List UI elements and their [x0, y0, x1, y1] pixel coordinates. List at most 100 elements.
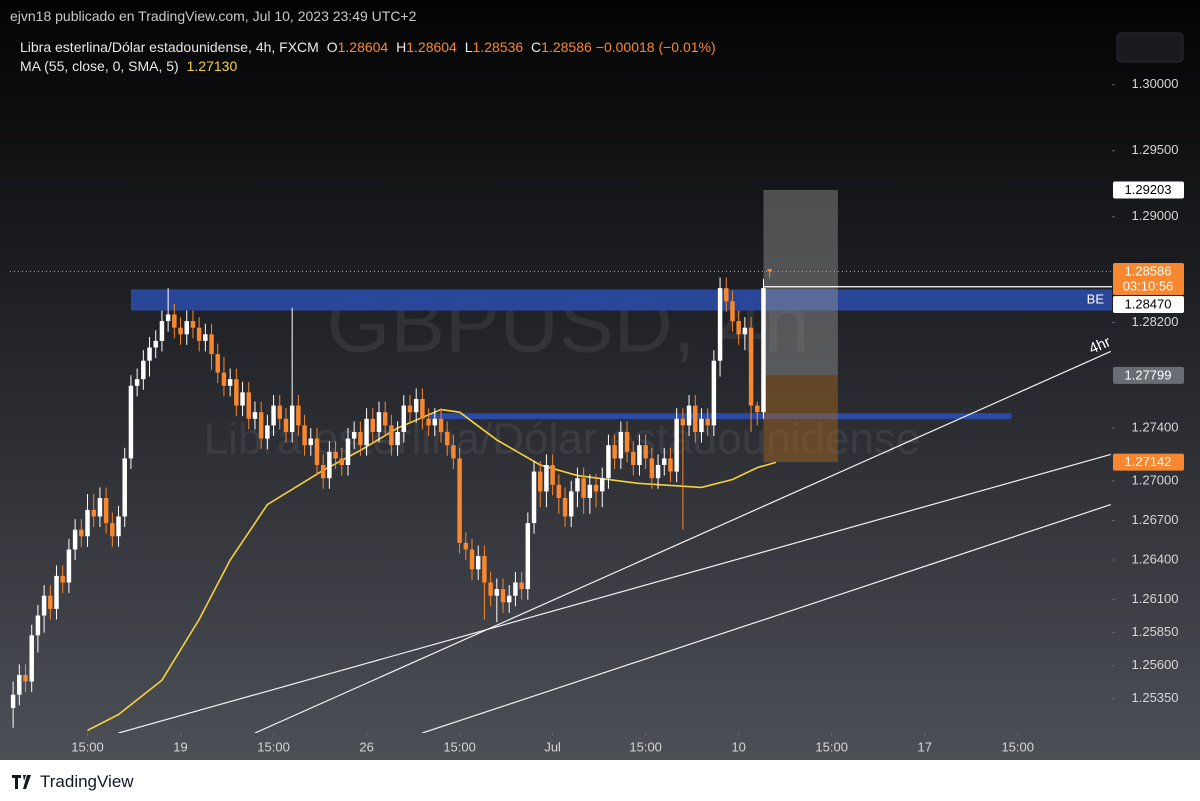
y-tick-label: 1.29000: [1132, 208, 1179, 223]
candle-body: [748, 327, 754, 406]
price-badge: [1113, 366, 1184, 384]
candle-body: [736, 321, 741, 335]
x-tick-label: 17: [917, 739, 931, 754]
candle-body: [550, 464, 555, 485]
y-tick-label: 1.28200: [1132, 314, 1179, 329]
candle-body: [537, 471, 543, 492]
candle-body: [469, 549, 475, 570]
candle-body: [128, 385, 134, 459]
candle-body: [581, 478, 586, 498]
candle-body: [85, 509, 90, 537]
y-tick-label: 1.27400: [1132, 419, 1179, 434]
legend-key: C: [531, 39, 542, 55]
candle-body: [562, 498, 568, 517]
x-tick-label: 15:00: [71, 739, 104, 754]
x-tick-label: Jul: [544, 739, 561, 754]
candle-body: [91, 509, 96, 517]
y-tick-label: 1.27000: [1132, 472, 1179, 487]
countdown: 03:10:56: [1123, 278, 1174, 293]
candle-body: [320, 464, 326, 479]
candle-body: [593, 484, 599, 492]
candle-body: [364, 418, 369, 446]
candle-body: [271, 405, 276, 426]
candle-body: [618, 431, 624, 459]
position-target: [763, 189, 838, 376]
candle-body: [29, 635, 34, 682]
candle-body: [742, 327, 748, 335]
candle-body: [587, 484, 593, 498]
candle-body: [48, 595, 53, 609]
candle-body: [196, 327, 202, 341]
candle-body: [600, 478, 605, 492]
candle-body: [624, 431, 630, 452]
candle-body: [631, 451, 636, 465]
candle-body: [674, 418, 679, 472]
header: ejvn18 publicado en TradingView.com, Jul…: [10, 8, 417, 24]
candle-body: [451, 445, 456, 459]
candle-body: [761, 288, 766, 413]
candle-body: [10, 694, 16, 708]
candle-body: [308, 438, 314, 446]
candle-body: [209, 334, 214, 355]
y-tick-label: 1.25850: [1132, 624, 1179, 639]
candle-body: [246, 392, 251, 419]
candle-body: [66, 549, 72, 583]
candle-body: [23, 674, 28, 682]
candle-body: [724, 288, 729, 302]
candle-body: [680, 418, 686, 426]
candle-body: [110, 523, 115, 537]
candle-body: [376, 412, 382, 432]
candle-body: [463, 542, 469, 550]
candle-body: [662, 458, 667, 465]
legend-value: 1.28586: [541, 39, 592, 55]
candle-body: [407, 405, 413, 413]
candle-body: [730, 301, 735, 322]
candle-body: [686, 405, 692, 426]
candle-body: [215, 354, 220, 373]
candle-body: [643, 445, 648, 459]
candle-body: [755, 405, 760, 413]
candle-body: [432, 418, 438, 426]
x-tick-label: 15:00: [1001, 739, 1034, 754]
legend: Libra esterlina/Dólar estadounidense, 4h…: [20, 38, 720, 76]
price-badge: [1113, 262, 1184, 295]
y-tick-label: 1.26100: [1132, 591, 1179, 606]
candle-body: [531, 471, 537, 524]
position-stop: [763, 375, 838, 463]
chart-stage: GBPUSD, 4h Libra esterlina/Dólar estadoun…: [0, 0, 1200, 760]
candle-body: [289, 405, 295, 432]
candle-body: [494, 589, 500, 596]
candle-body: [165, 314, 171, 322]
y-tick-label: 1.30000: [1132, 76, 1179, 91]
x-tick-label: 15:00: [629, 739, 662, 754]
candle-body: [54, 575, 59, 609]
candle-body: [141, 360, 146, 380]
candle-body: [500, 589, 506, 603]
candle-body: [655, 464, 661, 479]
candle-body: [705, 418, 710, 426]
candle-body: [370, 418, 376, 432]
y-tick-label: 1.25350: [1132, 690, 1179, 705]
price-badge-label: 1.27142: [1125, 454, 1172, 469]
ma-legend: MA (55, close, 0, SMA, 5) 1.27130: [20, 57, 720, 76]
legend-value: 1.28604: [337, 39, 389, 55]
candle-body: [475, 556, 481, 570]
candle-body: [395, 431, 400, 446]
candle-body: [159, 321, 165, 341]
toolbar-box: [1116, 32, 1184, 63]
candle-body: [277, 405, 282, 419]
candle-body: [153, 340, 158, 348]
candle-body: [519, 582, 524, 590]
candle-body: [413, 398, 419, 413]
brand: TradingView: [40, 772, 134, 791]
price-badge-label: 1.28586: [1125, 263, 1172, 278]
legend-change: −0.00018 (−0.01%): [595, 39, 716, 55]
candle-body: [116, 516, 121, 537]
candle-body: [203, 334, 208, 341]
y-tick-label: 1.26700: [1132, 512, 1179, 527]
ma-value: 1.27130: [186, 58, 238, 74]
price-badge-label: 1.29203: [1125, 182, 1172, 197]
